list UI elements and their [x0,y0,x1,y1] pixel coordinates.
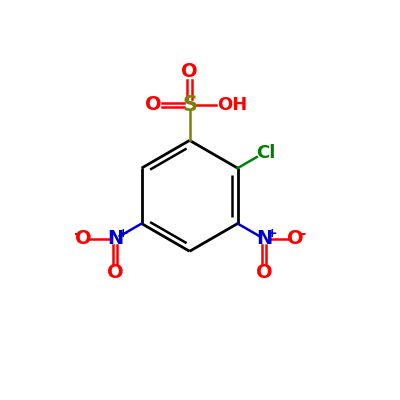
Text: S: S [182,95,197,115]
Text: -: - [73,226,80,241]
Text: N: N [256,230,272,248]
Text: N: N [107,230,123,248]
Text: +: + [267,227,277,240]
Text: -: - [300,226,306,241]
Text: O: O [107,263,123,282]
Text: OH: OH [218,96,248,114]
Text: O: O [256,263,272,282]
Text: Cl: Cl [256,144,275,162]
Text: O: O [287,230,304,248]
Text: O: O [76,230,92,248]
Text: O: O [181,62,198,81]
Text: +: + [117,227,128,240]
Text: O: O [145,96,162,114]
